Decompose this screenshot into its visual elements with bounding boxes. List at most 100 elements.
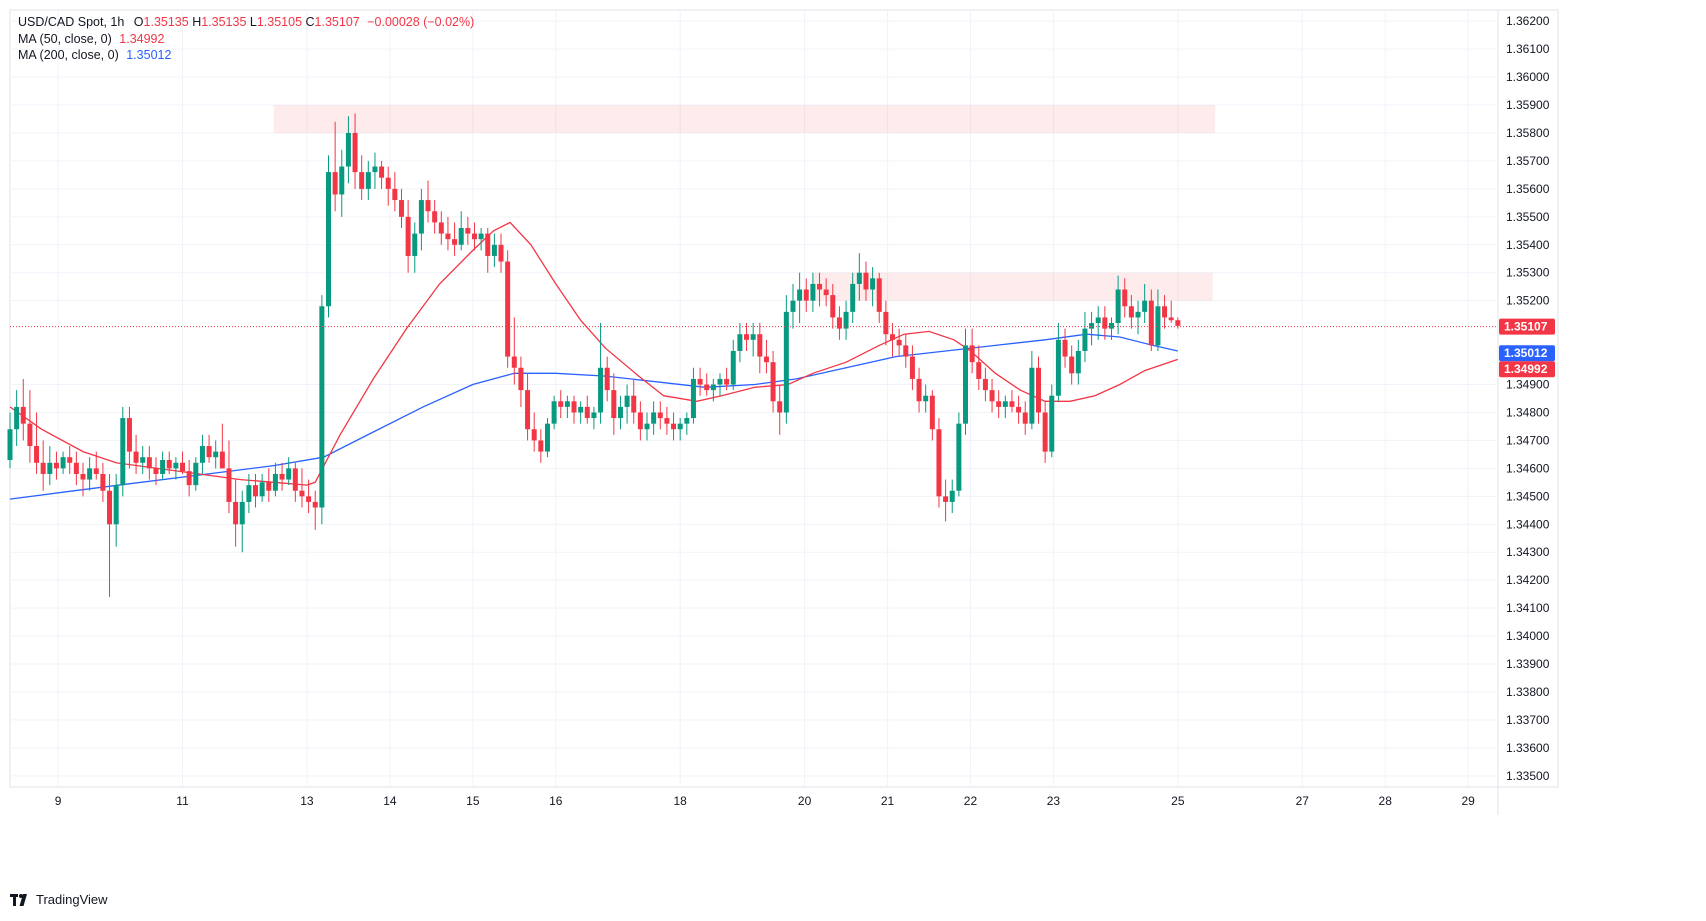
candle-down bbox=[584, 395, 590, 424]
candle-body bbox=[803, 289, 809, 301]
candle-body bbox=[471, 233, 477, 240]
candle-down bbox=[1016, 395, 1022, 424]
candle-body bbox=[60, 457, 66, 469]
candle-up bbox=[1002, 395, 1008, 419]
candle-body bbox=[1035, 367, 1041, 413]
candle-body bbox=[690, 378, 696, 419]
candle-body bbox=[730, 350, 736, 385]
candle-body bbox=[392, 188, 398, 201]
candle-body bbox=[186, 471, 192, 486]
candle-down bbox=[876, 272, 882, 324]
candle-body bbox=[1055, 339, 1061, 396]
x-tick-label: 28 bbox=[1379, 794, 1393, 808]
ma50-legend-row[interactable]: MA (50, close, 0) 1.34992 bbox=[18, 31, 474, 48]
candle-body bbox=[379, 166, 385, 178]
candle-down bbox=[1069, 345, 1075, 385]
candle-down bbox=[531, 412, 537, 452]
candle-body bbox=[1128, 306, 1134, 318]
x-tick-label: 16 bbox=[549, 794, 563, 808]
candle-down bbox=[306, 479, 312, 514]
x-tick-label: 22 bbox=[964, 794, 978, 808]
candle-up bbox=[193, 457, 199, 491]
candle-down bbox=[485, 228, 491, 273]
candle-body bbox=[1089, 323, 1095, 329]
y-tick-label: 1.33700 bbox=[1506, 713, 1550, 727]
y-tick-label: 1.35600 bbox=[1506, 182, 1550, 196]
ma200-tag-label: 1.35012 bbox=[1504, 346, 1548, 360]
candle-up bbox=[1049, 384, 1055, 458]
candle-down bbox=[1009, 390, 1015, 413]
price-axis[interactable]: 1.35500 1.35600 1.35700 1.35800 1.35900 1.360… bbox=[1506, 14, 1550, 783]
candle-body bbox=[146, 457, 152, 469]
candle-down bbox=[266, 468, 272, 502]
candle-down bbox=[511, 317, 517, 385]
candle-body bbox=[173, 462, 179, 469]
candle-body bbox=[923, 395, 929, 402]
candle-down bbox=[20, 378, 26, 441]
chart-legend: USD/CAD Spot, 1h O1.35135 H1.35135 L1.35… bbox=[18, 14, 474, 64]
candle-body bbox=[584, 406, 590, 419]
candle-down bbox=[1042, 401, 1048, 463]
candle-up bbox=[345, 116, 351, 184]
candle-body bbox=[34, 446, 40, 463]
time-axis[interactable]: 9 11 13 14 15 16 18 20 21 22 23 25 27 28 29 bbox=[55, 794, 1475, 808]
candle-down bbox=[996, 390, 1002, 419]
candle-up bbox=[963, 328, 969, 435]
candle-body bbox=[93, 468, 99, 474]
candle-up bbox=[750, 323, 756, 357]
candle-body bbox=[365, 172, 371, 189]
candle-body bbox=[485, 233, 491, 256]
candle-up bbox=[1108, 317, 1114, 340]
candle-up bbox=[923, 384, 929, 413]
symbol-title[interactable]: USD/CAD Spot, 1h bbox=[18, 15, 125, 29]
y-tick-label: 1.34900 bbox=[1506, 378, 1550, 392]
ma200-line bbox=[9, 333, 1178, 500]
candle-up bbox=[730, 339, 736, 391]
candle-down bbox=[1062, 328, 1068, 368]
candle-up bbox=[412, 222, 418, 273]
current-price-tag-label: 1.35107 bbox=[1504, 320, 1548, 334]
candle-up bbox=[870, 267, 876, 307]
candle-up bbox=[1095, 306, 1101, 340]
candle-down bbox=[929, 390, 935, 441]
candle-body bbox=[385, 177, 391, 189]
candle-down bbox=[903, 334, 909, 368]
y-tick-label: 1.34500 bbox=[1506, 489, 1550, 503]
ma200-label: MA (200, close, 0) bbox=[18, 48, 119, 62]
candle-body bbox=[266, 482, 272, 491]
candle-down bbox=[803, 278, 809, 312]
candle-down bbox=[777, 384, 783, 435]
candle-body bbox=[591, 412, 597, 419]
y-tick-label: 1.33600 bbox=[1506, 741, 1550, 755]
candle-down bbox=[73, 451, 79, 486]
candle-body bbox=[697, 378, 703, 385]
candle-down bbox=[186, 459, 192, 497]
candle-up bbox=[949, 479, 955, 514]
candle-body bbox=[67, 457, 73, 463]
candle-body bbox=[1062, 339, 1068, 357]
ma200-legend-row[interactable]: MA (200, close, 0) 1.35012 bbox=[18, 47, 474, 64]
candle-down bbox=[631, 378, 637, 424]
candle-body bbox=[253, 485, 259, 497]
candle-body bbox=[876, 278, 882, 312]
candle-body bbox=[126, 418, 132, 452]
candle-down bbox=[452, 222, 458, 256]
candle-down bbox=[206, 434, 212, 463]
candle-up bbox=[365, 160, 371, 201]
candle-body bbox=[153, 468, 159, 474]
candle-down bbox=[1162, 295, 1168, 329]
candle-up bbox=[120, 406, 126, 497]
candle-down bbox=[571, 395, 577, 424]
tradingview-logo[interactable]: TradingView bbox=[10, 892, 108, 907]
candle-down bbox=[538, 429, 544, 463]
candle-body bbox=[969, 345, 975, 363]
candle-down bbox=[637, 401, 643, 441]
candle-body bbox=[551, 401, 557, 424]
close-label: C bbox=[305, 15, 315, 29]
candle-body bbox=[518, 367, 524, 391]
x-tick-label: 9 bbox=[55, 794, 62, 808]
candle-body bbox=[611, 390, 617, 419]
candle-down bbox=[471, 222, 477, 251]
candle-body bbox=[332, 172, 338, 195]
